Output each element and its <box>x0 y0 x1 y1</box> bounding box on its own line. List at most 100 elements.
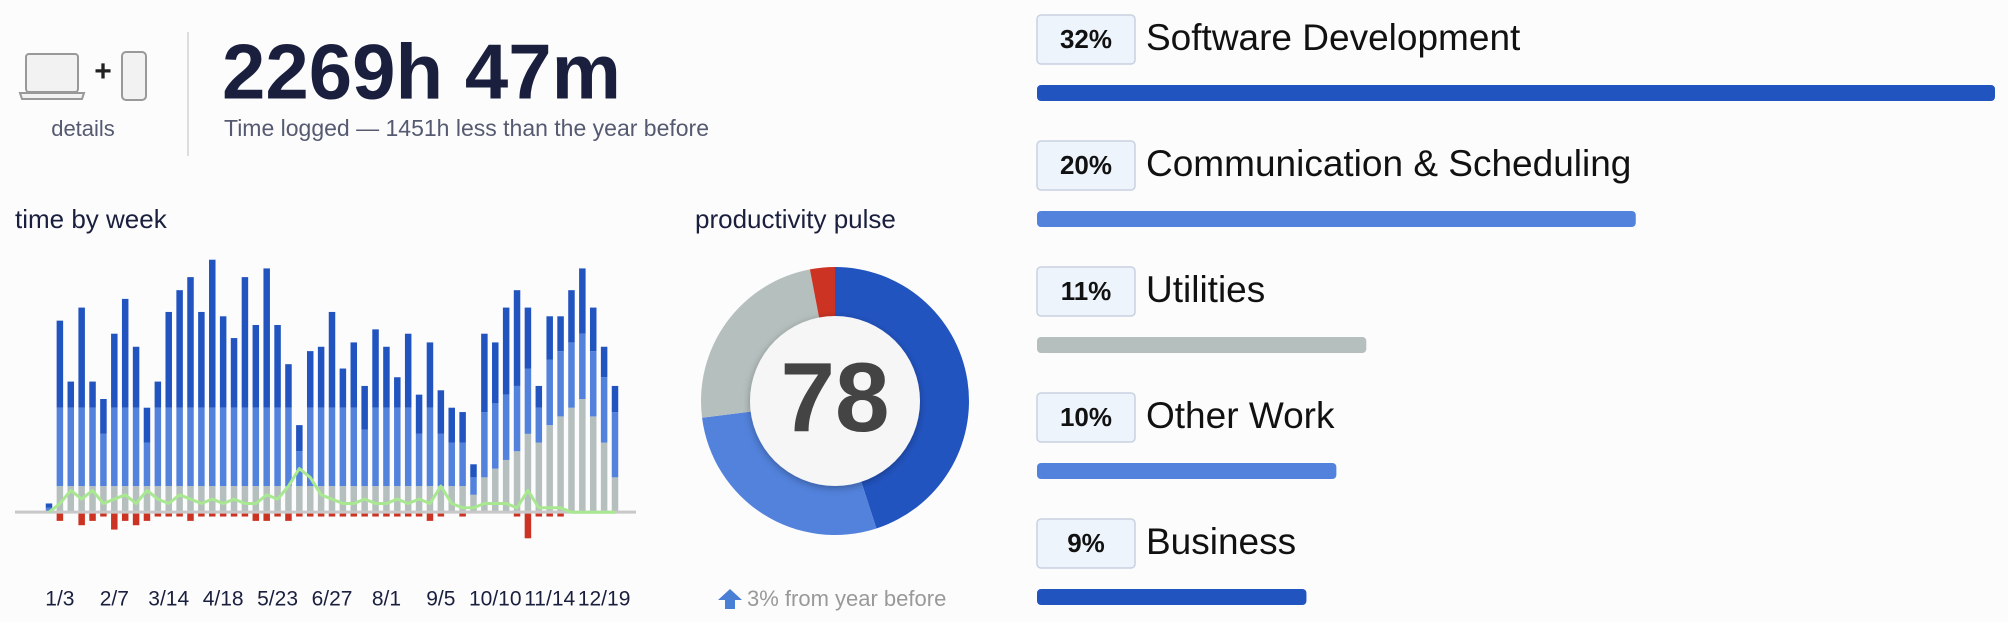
bar-segment <box>404 333 412 408</box>
bar-segment <box>611 412 619 478</box>
bar-segment <box>426 342 434 408</box>
bar-segment <box>437 486 445 513</box>
donut-segment[interactable] <box>809 266 835 319</box>
bar-segment <box>513 290 521 386</box>
bar-segment <box>252 486 260 513</box>
bar-segment <box>589 307 597 352</box>
category-label[interactable]: Business <box>1146 521 1296 562</box>
category-bar[interactable] <box>1037 85 1995 101</box>
percent-pill <box>1036 392 1136 443</box>
bar-segment <box>241 407 249 487</box>
bar-segment <box>219 407 227 487</box>
bar-segment <box>535 385 543 408</box>
category-bar[interactable] <box>1037 211 1636 227</box>
x-tick-label: 5/23 <box>257 588 298 611</box>
bar-segment <box>67 407 75 487</box>
bar-segment <box>56 320 64 408</box>
bar-segment <box>535 442 543 513</box>
bar-segment <box>600 377 608 443</box>
bar-segment <box>230 407 238 487</box>
x-tick-label: 2/7 <box>100 588 129 611</box>
bar-segment <box>394 512 401 517</box>
bar-segment <box>350 342 358 408</box>
x-tick-label: 8/1 <box>372 588 401 611</box>
category-bar[interactable] <box>1037 463 1337 479</box>
bar-segment <box>415 512 423 517</box>
donut-segment[interactable] <box>702 411 877 535</box>
bar-segment <box>568 290 575 343</box>
x-tick-label: 3/14 <box>148 588 189 611</box>
bar-segment <box>415 433 423 487</box>
bar-segment <box>263 268 270 408</box>
device-icon[interactable] <box>18 51 147 101</box>
details-link[interactable]: details <box>51 116 115 141</box>
category-bar[interactable] <box>1037 337 1367 353</box>
bar-segment <box>230 512 238 517</box>
bar-segment <box>383 486 390 513</box>
bar-segment <box>165 311 172 408</box>
bar-segment <box>67 486 75 513</box>
bar-segment <box>317 407 325 487</box>
category-label[interactable]: Software Development <box>1146 17 1521 58</box>
category-label[interactable]: Communication & Scheduling <box>1146 143 1631 184</box>
bar-segment <box>481 412 488 478</box>
bar-segment <box>296 486 303 513</box>
bar-segment <box>328 407 336 487</box>
bar-segment <box>513 451 521 513</box>
bar-segment <box>198 311 205 408</box>
bar-segment <box>219 512 227 517</box>
pulse-note: 3% from year before <box>747 586 946 611</box>
bar-segment <box>274 407 281 487</box>
x-tick-label: 1/3 <box>45 588 74 611</box>
bar-segment <box>383 512 390 517</box>
bar-segment <box>143 442 151 487</box>
bar-segment <box>263 512 270 521</box>
bar-segment <box>546 512 553 517</box>
category-bar[interactable] <box>1037 589 1307 605</box>
donut-chart: 78 <box>701 266 969 535</box>
bar-segment <box>339 407 347 487</box>
bar-segment <box>132 346 140 408</box>
bar-segment <box>111 407 118 487</box>
bar-segment <box>383 407 390 487</box>
bar-segment <box>557 351 564 417</box>
bar-segment <box>306 407 314 487</box>
percent-pill <box>1036 518 1136 569</box>
bar-segment <box>143 407 151 443</box>
bar-segment <box>56 486 64 513</box>
bar-segment <box>317 512 325 517</box>
bar-segment <box>579 268 586 334</box>
bar-segment <box>589 416 597 513</box>
bar-segment <box>568 407 575 513</box>
bar-segment <box>437 433 445 487</box>
bar-segment <box>459 512 466 517</box>
bar-segment <box>187 512 194 521</box>
bar-segment <box>100 512 107 517</box>
bar-segment <box>306 512 314 517</box>
bar-segment <box>100 486 107 513</box>
donut-segment[interactable] <box>701 269 820 418</box>
bar-segment <box>404 512 412 517</box>
bar-segment <box>579 399 586 513</box>
bar-segment <box>176 290 183 408</box>
category-label[interactable]: Other Work <box>1146 395 1335 436</box>
bar-segment <box>198 512 205 517</box>
bar-segment <box>111 333 118 408</box>
bar-segment <box>241 512 249 517</box>
bar-segment <box>78 407 85 487</box>
laptop-base <box>18 92 86 100</box>
bar-segment <box>524 512 532 539</box>
donut-segment[interactable] <box>835 267 969 529</box>
bar-segment <box>328 512 336 517</box>
bar-segment <box>274 325 281 408</box>
bar-segment <box>100 399 107 434</box>
bar-segment <box>187 277 194 408</box>
bar-segment <box>524 368 532 434</box>
category-label[interactable]: Utilities <box>1146 269 1265 310</box>
bar-segment <box>600 346 608 378</box>
bar-segment <box>78 307 85 408</box>
x-tick-label: 10/10 <box>469 588 522 611</box>
bar-segment <box>154 512 162 517</box>
chart-title: productivity pulse <box>695 204 896 234</box>
bar-segment <box>470 494 477 513</box>
